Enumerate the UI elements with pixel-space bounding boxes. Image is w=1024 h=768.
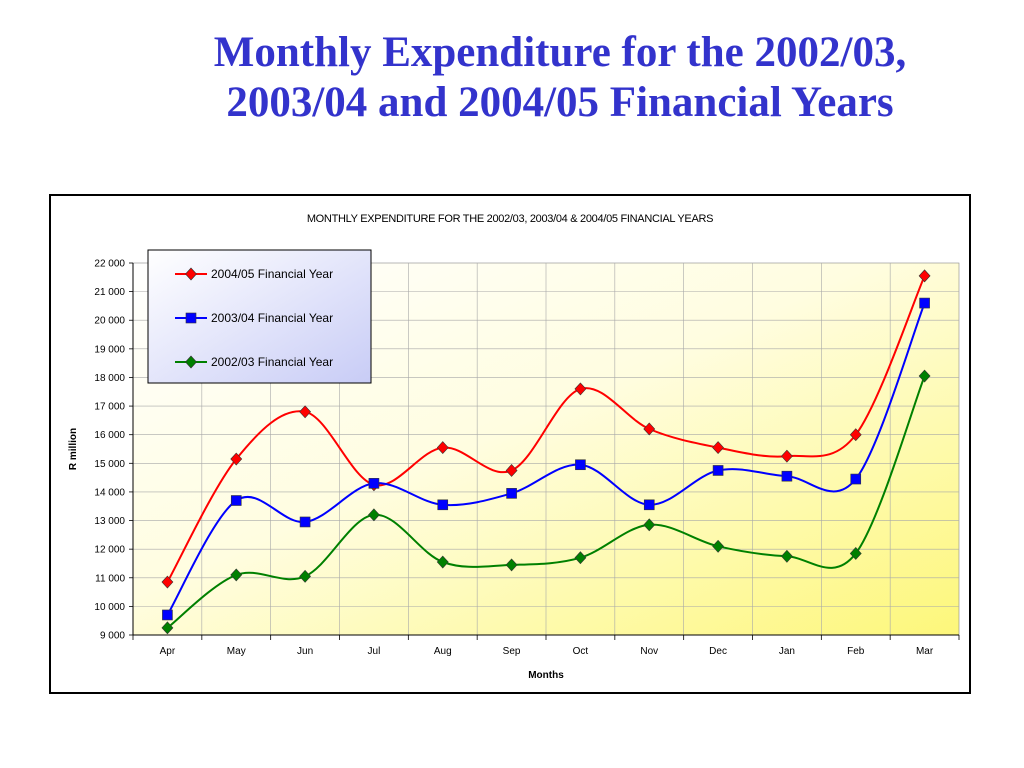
data-point bbox=[918, 369, 931, 383]
legend-label: 2004/05 Financial Year bbox=[211, 267, 333, 281]
series-3 bbox=[161, 369, 931, 635]
data-point bbox=[299, 569, 311, 583]
data-point bbox=[574, 382, 587, 396]
data-point bbox=[161, 575, 174, 589]
data-point bbox=[712, 465, 724, 476]
data-point bbox=[505, 464, 518, 477]
data-point bbox=[505, 558, 518, 572]
y-tick-label: 21 000 bbox=[94, 287, 125, 298]
slide-title-line-2: 2003/04 and 2004/05 Financial Years bbox=[226, 79, 894, 126]
x-tick-label: Jun bbox=[297, 646, 313, 657]
series-line bbox=[166, 302, 926, 616]
data-point bbox=[368, 508, 380, 522]
data-point bbox=[919, 297, 930, 309]
legend-label: 2003/04 Financial Year bbox=[211, 311, 333, 325]
series-2 bbox=[162, 297, 930, 621]
y-tick-label: 13 000 bbox=[94, 516, 125, 527]
data-point bbox=[850, 473, 862, 485]
slide-title-line-1: Monthly Expenditure for the 2002/03, bbox=[213, 29, 907, 76]
series-group bbox=[161, 269, 931, 635]
y-tick-label: 15 000 bbox=[94, 459, 125, 470]
data-point bbox=[230, 495, 242, 506]
data-point bbox=[368, 478, 380, 489]
y-tick-label: 16 000 bbox=[94, 430, 125, 441]
y-tick-label: 11 000 bbox=[95, 573, 125, 584]
y-tick-label: 19 000 bbox=[94, 344, 125, 355]
data-point bbox=[230, 452, 243, 466]
data-point bbox=[781, 449, 793, 463]
slide-title: Monthly Expenditure for the 2002/03, 200… bbox=[120, 28, 1000, 128]
data-point bbox=[643, 518, 656, 532]
data-point bbox=[918, 269, 931, 283]
data-point bbox=[849, 547, 862, 560]
y-tick-label: 22 000 bbox=[94, 259, 125, 270]
x-tick-label: Jan bbox=[779, 646, 795, 657]
data-point bbox=[436, 555, 449, 569]
data-point bbox=[299, 516, 311, 528]
x-tick-label: Aug bbox=[434, 646, 452, 657]
data-point bbox=[506, 488, 517, 499]
x-tick-label: Jul bbox=[368, 646, 381, 657]
x-tick-label: Feb bbox=[847, 646, 865, 657]
x-tick-label: Apr bbox=[160, 646, 176, 657]
data-point bbox=[161, 621, 174, 635]
y-tick-label: 17 000 bbox=[94, 402, 125, 413]
data-point bbox=[162, 609, 173, 621]
data-point bbox=[574, 551, 587, 565]
x-tick-label: Dec bbox=[709, 646, 727, 657]
data-point bbox=[849, 428, 862, 442]
data-point bbox=[437, 499, 449, 511]
x-tick-label: May bbox=[227, 646, 246, 657]
x-tick-label: Sep bbox=[503, 646, 521, 657]
legend-marker bbox=[185, 312, 197, 324]
legend: 2004/05 Financial Year 2003/04 Financial … bbox=[147, 249, 372, 384]
axes: 9 000 10 000 11 000 12 000 13 000 14 000 15 00… bbox=[94, 259, 960, 657]
x-tick-label: Nov bbox=[640, 646, 658, 657]
legend-marker bbox=[185, 267, 197, 281]
x-tick-label: Mar bbox=[916, 646, 934, 657]
data-point bbox=[781, 470, 793, 482]
data-point bbox=[712, 441, 724, 455]
y-tick-label: 14 000 bbox=[94, 487, 125, 498]
y-tick-label: 9 000 bbox=[100, 631, 125, 642]
line-chart: MONTHLY EXPENDITURE FOR THE 2002/03, 200… bbox=[68, 213, 960, 681]
y-tick-label: 18 000 bbox=[94, 373, 125, 384]
data-point bbox=[436, 441, 449, 455]
data-point bbox=[575, 459, 586, 471]
data-point bbox=[643, 499, 655, 511]
legend-box bbox=[147, 249, 372, 384]
data-point bbox=[781, 549, 793, 563]
x-axis-title: Months bbox=[528, 670, 564, 681]
y-tick-label: 10 000 bbox=[94, 602, 125, 613]
y-axis-title: R million bbox=[68, 428, 79, 470]
legend-marker bbox=[185, 355, 197, 369]
data-point bbox=[299, 405, 311, 419]
series-line bbox=[166, 275, 926, 583]
chart-frame: MONTHLY EXPENDITURE FOR THE 2002/03, 200… bbox=[49, 194, 971, 694]
legend-label: 2002/03 Financial Year bbox=[211, 355, 333, 369]
x-tick-label: Oct bbox=[573, 646, 589, 657]
y-tick-label: 12 000 bbox=[94, 545, 125, 556]
data-point bbox=[230, 568, 243, 582]
y-tick-label: 20 000 bbox=[94, 316, 125, 327]
chart-title: MONTHLY EXPENDITURE FOR THE 2002/03, 200… bbox=[307, 213, 713, 225]
data-point bbox=[643, 422, 656, 436]
data-point bbox=[712, 539, 724, 553]
